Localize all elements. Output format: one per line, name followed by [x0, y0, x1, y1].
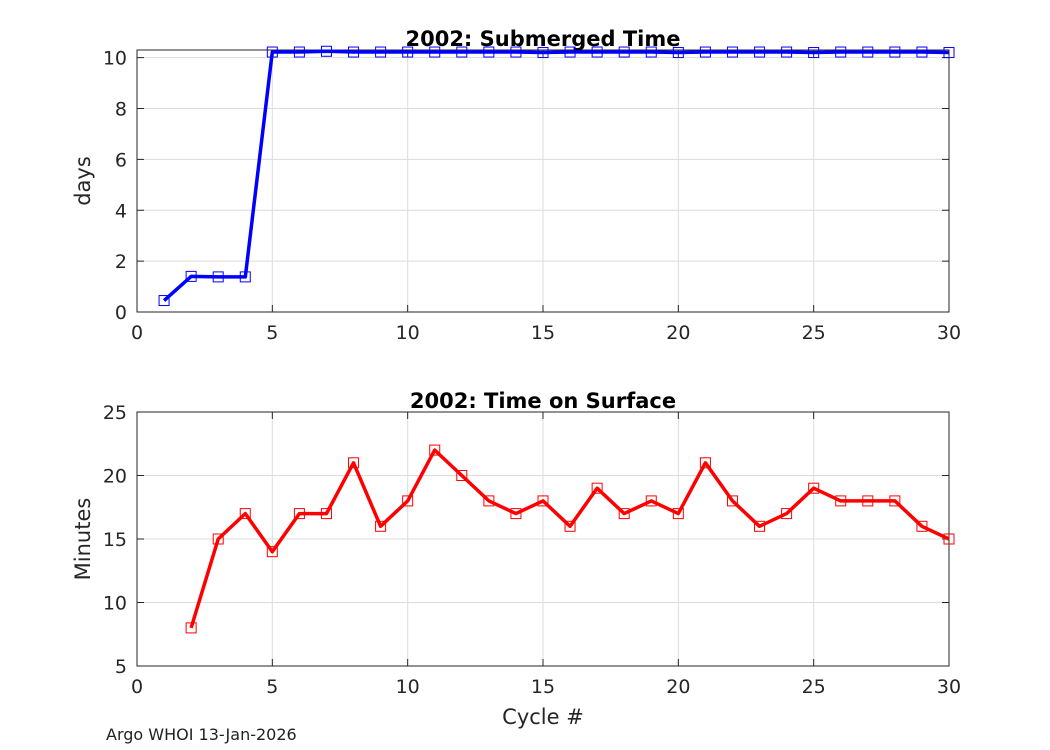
data-point-marker [781, 46, 793, 58]
data-point-marker [564, 520, 576, 532]
data-point-marker [537, 495, 549, 507]
data-point-marker [185, 270, 197, 282]
y-tick-label: 25 [103, 402, 127, 424]
y-tick-label: 10 [103, 48, 127, 70]
x-tick-label: 5 [266, 676, 278, 698]
data-point-marker [889, 495, 901, 507]
data-point-marker [348, 46, 360, 58]
data-point-marker [429, 444, 441, 456]
x-tick-label: 30 [937, 322, 961, 344]
data-point-marker [943, 47, 955, 59]
y-tick-label: 2 [115, 251, 127, 273]
data-point-marker [618, 46, 630, 58]
data-point-marker [293, 46, 305, 58]
data-point-marker [564, 46, 576, 58]
data-point-marker [510, 46, 522, 58]
x-tick-label: 20 [666, 322, 690, 344]
x-tick-label: 0 [131, 676, 143, 698]
data-point-marker [835, 495, 847, 507]
data-point-marker [808, 47, 820, 59]
data-point-marker [375, 520, 387, 532]
data-point-marker [835, 46, 847, 58]
x-tick-label: 0 [131, 322, 143, 344]
y-tick-label: 15 [103, 529, 127, 551]
data-point-marker [456, 470, 468, 481]
data-point-marker [672, 47, 684, 59]
data-point-marker [726, 46, 738, 58]
x-axis-label: Cycle # [502, 705, 584, 729]
y-tick-label: 8 [115, 99, 127, 121]
data-point-marker [483, 495, 495, 507]
data-point-marker [699, 457, 711, 469]
data-point-marker [456, 46, 468, 58]
data-point-marker [645, 495, 657, 507]
y-axis-label: days [71, 156, 95, 206]
series-line [189, 448, 950, 629]
data-point-marker [212, 271, 224, 283]
data-point-marker [429, 46, 441, 58]
y-tick-label: 20 [103, 466, 127, 488]
data-point-marker [239, 508, 251, 520]
data-point-marker [239, 271, 251, 283]
x-tick-label: 10 [396, 322, 420, 344]
x-tick-label: 5 [266, 322, 278, 344]
data-point-marker [348, 457, 360, 469]
chart-title: 2002: Submerged Time [405, 27, 680, 51]
data-point-marker [862, 46, 874, 58]
data-point-marker [943, 533, 955, 545]
data-point-marker [158, 295, 170, 307]
y-tick-label: 6 [115, 149, 127, 171]
x-tick-label: 15 [531, 322, 555, 344]
data-point-marker [402, 495, 414, 507]
axes-frame [136, 49, 950, 313]
data-point-marker [185, 622, 197, 634]
data-point-marker [781, 508, 793, 520]
data-point-marker [862, 495, 874, 507]
data-point-marker [483, 46, 495, 58]
data-point-marker [645, 46, 657, 58]
data-point-marker [510, 508, 522, 520]
data-point-marker [320, 45, 332, 57]
data-point-marker [591, 482, 603, 494]
data-point-marker [212, 533, 224, 545]
footer-credit: Argo WHOI 13-Jan-2026 [106, 725, 297, 744]
data-point-marker [726, 495, 738, 507]
data-point-marker [591, 46, 603, 58]
y-tick-label: 5 [115, 656, 127, 678]
data-point-marker [402, 46, 414, 58]
data-point-marker [754, 46, 766, 58]
x-tick-label: 30 [937, 676, 961, 698]
data-point-marker [618, 508, 630, 520]
data-point-marker [293, 508, 305, 520]
x-tick-label: 15 [531, 676, 555, 698]
data-point-marker [889, 46, 901, 58]
x-tick-label: 25 [802, 676, 826, 698]
data-point-marker [266, 46, 278, 58]
data-point-marker [375, 46, 387, 58]
y-tick-label: 4 [115, 200, 127, 222]
y-tick-label: 0 [115, 302, 127, 324]
data-point-marker [916, 520, 928, 532]
x-tick-label: 10 [396, 676, 420, 698]
x-tick-label: 25 [802, 322, 826, 344]
data-point-marker [266, 546, 278, 558]
submerged-time-panel: 0 5 10 15 20 25 30 0 2 4 6 8 10 2002: Submerged Time d… [71, 27, 961, 344]
data-point-marker [916, 46, 928, 58]
data-point-marker [320, 508, 332, 520]
y-tick-label: 10 [103, 593, 127, 615]
chart-title: 2002: Time on Surface [410, 389, 676, 413]
data-point-marker [808, 482, 820, 494]
data-point-marker [537, 47, 549, 59]
data-point-marker [754, 520, 766, 532]
data-point-marker [699, 46, 711, 58]
y-axis-label: Minutes [71, 498, 95, 581]
x-tick-label: 20 [666, 676, 690, 698]
data-point-marker [672, 508, 684, 520]
